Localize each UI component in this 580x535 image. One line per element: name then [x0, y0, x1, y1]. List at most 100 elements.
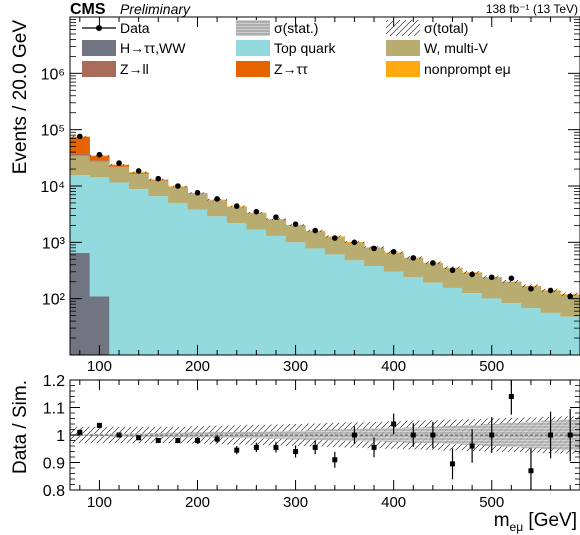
ratio-x-tick-label: 200	[185, 494, 210, 511]
lumi-label: 138 fb⁻¹ (13 TeV)	[486, 2, 578, 16]
legend-stat-swatch	[236, 20, 270, 36]
ratio-point	[116, 432, 122, 438]
data-point	[351, 239, 358, 246]
legend-swatch	[236, 61, 270, 77]
ratio-y-tick-label: 0.8	[43, 483, 65, 500]
data-point	[116, 160, 122, 166]
ratio-stat-band	[89, 433, 110, 437]
ratio-point	[410, 432, 416, 438]
stack-bar	[423, 282, 443, 355]
stack-bar	[560, 316, 580, 355]
stack-bar	[442, 287, 463, 355]
stack-bar	[109, 182, 130, 355]
stack-bar	[442, 268, 463, 288]
data-point	[175, 183, 181, 189]
ratio-point	[430, 432, 436, 438]
legend-entry: σ(stat.)	[236, 20, 318, 36]
data-point	[273, 214, 279, 220]
legend: Data σ(stat.) σ(total) H→ττ,WW Top quark W, m…	[82, 20, 511, 77]
legend-label: σ(total)	[424, 20, 468, 36]
legend-label: H→ττ,WW	[120, 40, 186, 56]
legend-swatch	[386, 40, 420, 56]
stack-bar	[70, 252, 90, 355]
stack-bar	[462, 293, 483, 355]
data-point	[488, 274, 495, 281]
data-point	[410, 255, 417, 261]
stack-bar	[246, 213, 267, 230]
stack-bar	[70, 175, 90, 253]
stack-bar	[521, 308, 542, 355]
data-point	[292, 221, 299, 227]
top-y-tick-label: 10⁴	[40, 179, 65, 196]
data-point	[449, 267, 456, 274]
stack-bar	[187, 194, 208, 210]
stack-bar	[266, 219, 287, 236]
ratio-point	[273, 444, 279, 450]
top-y-axis: 10² 10³ 10⁴ 10⁵ 10⁶	[40, 19, 580, 339]
data-point	[214, 196, 220, 202]
stack-bar	[70, 155, 90, 176]
legend-entry: Data	[82, 20, 150, 36]
stack-component-2	[70, 155, 580, 317]
legend-entry: Top quark	[236, 40, 336, 56]
data-point	[371, 245, 377, 252]
stack-bar	[128, 189, 149, 355]
data-point	[430, 260, 436, 266]
data-point	[390, 248, 397, 255]
ratio-y-tick-label: 1	[56, 428, 65, 445]
stack-bar	[89, 296, 110, 355]
stack-bar	[462, 273, 483, 294]
stack-bar	[325, 237, 345, 255]
ratio-x-tick-label: 400	[381, 494, 406, 511]
ratio-point	[371, 444, 377, 450]
data-point	[194, 189, 201, 196]
stack-bar	[383, 271, 404, 355]
stack-bar	[168, 202, 188, 355]
data-point	[332, 235, 338, 241]
top-x-tick-label: 500	[479, 358, 504, 375]
ratio-y-axis: 0.8 0.9 1 1.1 1.2	[43, 373, 580, 500]
stack-bar	[266, 235, 287, 355]
experiment-label: CMS	[70, 1, 106, 18]
legend-entry: nonprompt eμ	[386, 61, 511, 77]
total-uncertainty-hatch	[501, 279, 522, 284]
ratio-point	[175, 438, 181, 443]
stack-bar	[364, 266, 385, 355]
ratio-x-tick-label: 100	[87, 494, 112, 511]
stack-bar	[226, 223, 247, 355]
data-point	[567, 293, 573, 300]
legend-label: Z→ττ	[274, 61, 308, 77]
stack-bar	[481, 277, 502, 299]
ratio-point	[548, 432, 554, 438]
ratio-point	[96, 422, 102, 428]
stack-bar	[383, 253, 404, 272]
ratio-stat-band	[383, 427, 404, 443]
stack-bar	[128, 173, 149, 190]
stack-bar	[89, 161, 110, 178]
ratio-point	[391, 421, 397, 427]
ratio-x-tick-label: 300	[283, 494, 308, 511]
legend-swatch	[82, 61, 116, 77]
top-y-tick-label: 10⁶	[41, 66, 65, 83]
stack-bar	[246, 229, 267, 355]
legend-label: W, multi-V	[424, 40, 488, 56]
data-point	[77, 133, 83, 140]
ratio-x-axis: 100 200 300 400 500	[79, 380, 571, 511]
stack-bar	[109, 165, 130, 167]
stack-component-0	[70, 252, 110, 355]
stacked-histogram	[70, 135, 580, 355]
legend-entry: W, multi-V	[386, 40, 488, 56]
data-point	[253, 208, 260, 215]
stack-bar	[540, 312, 561, 355]
legend-label: Z→ll	[120, 61, 149, 77]
stack-bar	[285, 242, 306, 355]
data-points	[77, 133, 573, 300]
stack-bar	[89, 177, 110, 297]
stack-bar	[207, 216, 228, 355]
stack-bar	[148, 196, 169, 355]
stack-bar	[325, 254, 345, 355]
stack-bar	[109, 166, 130, 168]
stack-bar	[305, 231, 326, 249]
stack-bar	[364, 248, 385, 267]
